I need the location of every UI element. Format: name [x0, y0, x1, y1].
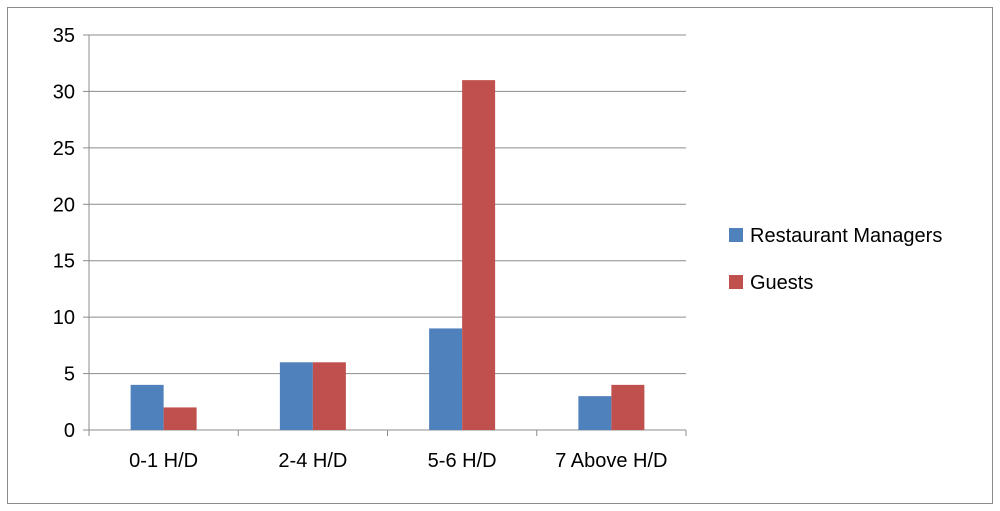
- y-tick-label: 35: [53, 25, 75, 47]
- axes: [83, 34, 687, 436]
- y-tick-label: 10: [53, 307, 75, 329]
- legend-label: Restaurant Managers: [750, 225, 942, 247]
- x-tick-label: 2-4 H/D: [278, 450, 347, 472]
- y-tick-label: 30: [53, 81, 75, 103]
- bar-guests: [611, 384, 645, 430]
- x-tick-label: 7 Above H/D: [555, 450, 667, 472]
- bar-restaurant-managers: [130, 384, 164, 430]
- bar-restaurant-managers: [578, 396, 612, 430]
- x-tick-label: 5-6 H/D: [428, 450, 497, 472]
- y-tick-label: 15: [53, 251, 75, 273]
- legend-label: Guests: [750, 272, 813, 294]
- tick-labels: 0 5 10 15 20 25 30 35 0-1 H/D 2-4 H/D 5-6 H/D 7 Abo…: [53, 25, 668, 472]
- bars: [130, 80, 645, 431]
- y-tick-label: 5: [64, 364, 75, 386]
- legend-swatch: [729, 275, 743, 289]
- bar-guests: [312, 362, 346, 430]
- y-tick-label: 20: [53, 194, 75, 216]
- gridlines: [89, 34, 686, 375]
- legend: Restaurant Managers Guests: [729, 225, 942, 294]
- legend-swatch: [729, 228, 743, 242]
- bar-restaurant-managers: [279, 362, 313, 430]
- x-tick-label: 0-1 H/D: [129, 450, 198, 472]
- bar-guests: [462, 80, 496, 431]
- y-tick-label: 25: [53, 138, 75, 160]
- bar-guests: [163, 407, 197, 430]
- bar-restaurant-managers: [429, 328, 463, 430]
- y-tick-label: 0: [64, 420, 75, 442]
